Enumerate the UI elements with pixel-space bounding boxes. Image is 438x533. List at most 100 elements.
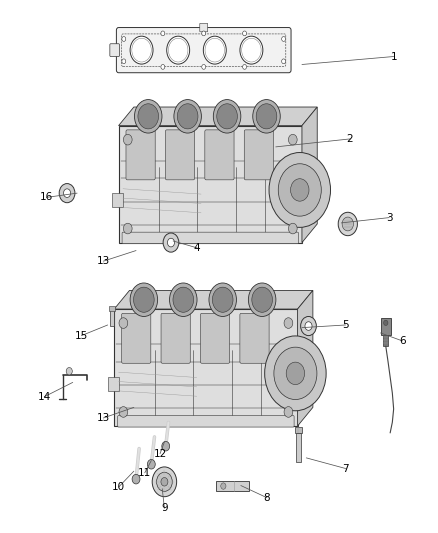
Bar xyxy=(109,306,115,311)
FancyBboxPatch shape xyxy=(117,28,291,72)
Text: 16: 16 xyxy=(40,192,53,203)
Circle shape xyxy=(221,483,226,489)
Bar xyxy=(119,126,302,243)
Circle shape xyxy=(213,100,241,133)
Circle shape xyxy=(161,64,165,69)
Circle shape xyxy=(217,104,237,129)
Circle shape xyxy=(212,287,233,312)
Circle shape xyxy=(274,347,317,400)
Text: 5: 5 xyxy=(343,320,349,330)
Text: 4: 4 xyxy=(194,243,201,253)
Circle shape xyxy=(278,164,321,216)
Bar xyxy=(110,310,114,326)
FancyBboxPatch shape xyxy=(240,313,269,364)
FancyBboxPatch shape xyxy=(166,130,194,180)
Text: 15: 15 xyxy=(75,330,88,341)
Circle shape xyxy=(300,317,316,336)
Polygon shape xyxy=(114,290,313,309)
Text: 11: 11 xyxy=(138,468,152,478)
Circle shape xyxy=(342,217,353,231)
Circle shape xyxy=(167,238,174,247)
Text: 8: 8 xyxy=(264,492,270,503)
FancyBboxPatch shape xyxy=(205,130,234,180)
Circle shape xyxy=(288,134,297,145)
Circle shape xyxy=(256,104,277,129)
Circle shape xyxy=(248,283,276,317)
Circle shape xyxy=(269,152,331,228)
Polygon shape xyxy=(297,290,313,426)
Bar xyxy=(296,433,300,462)
Polygon shape xyxy=(108,377,119,391)
Circle shape xyxy=(174,100,201,133)
FancyBboxPatch shape xyxy=(118,416,294,427)
Circle shape xyxy=(134,100,162,133)
Text: 12: 12 xyxy=(153,449,167,458)
Text: 3: 3 xyxy=(386,213,392,223)
FancyBboxPatch shape xyxy=(200,23,208,32)
Text: 14: 14 xyxy=(38,392,51,402)
Text: 10: 10 xyxy=(112,482,125,492)
Circle shape xyxy=(205,38,225,62)
Circle shape xyxy=(152,467,177,497)
Bar xyxy=(381,318,391,335)
FancyBboxPatch shape xyxy=(110,44,120,56)
Bar xyxy=(295,426,302,433)
Circle shape xyxy=(156,472,172,491)
Text: 7: 7 xyxy=(343,464,349,473)
Text: 2: 2 xyxy=(346,134,353,144)
FancyBboxPatch shape xyxy=(161,313,190,364)
Circle shape xyxy=(119,407,128,417)
Circle shape xyxy=(138,104,159,129)
Circle shape xyxy=(202,31,206,36)
Polygon shape xyxy=(119,107,317,126)
Circle shape xyxy=(130,36,153,64)
Bar xyxy=(215,481,249,491)
Circle shape xyxy=(119,318,128,328)
Circle shape xyxy=(338,212,357,236)
Circle shape xyxy=(286,362,304,385)
Polygon shape xyxy=(112,193,123,207)
FancyBboxPatch shape xyxy=(122,232,298,244)
Circle shape xyxy=(243,64,247,69)
Circle shape xyxy=(124,134,132,145)
Circle shape xyxy=(305,322,312,330)
Bar xyxy=(114,309,297,426)
Circle shape xyxy=(134,287,154,312)
FancyBboxPatch shape xyxy=(126,130,155,180)
Text: 13: 13 xyxy=(97,413,110,423)
Circle shape xyxy=(132,474,140,484)
Circle shape xyxy=(66,368,72,375)
Circle shape xyxy=(284,407,293,417)
Circle shape xyxy=(242,38,261,62)
Circle shape xyxy=(290,179,309,201)
Circle shape xyxy=(130,283,158,317)
Circle shape xyxy=(284,318,293,328)
Circle shape xyxy=(170,283,197,317)
Circle shape xyxy=(59,183,75,203)
Circle shape xyxy=(148,459,155,469)
Circle shape xyxy=(167,36,190,64)
Circle shape xyxy=(177,104,198,129)
Circle shape xyxy=(132,38,151,62)
Text: 9: 9 xyxy=(161,503,168,513)
Circle shape xyxy=(253,100,280,133)
Circle shape xyxy=(122,37,126,42)
Text: 6: 6 xyxy=(399,336,406,346)
Circle shape xyxy=(163,233,179,252)
Circle shape xyxy=(64,189,71,197)
Circle shape xyxy=(265,336,326,411)
Circle shape xyxy=(203,36,226,64)
Circle shape xyxy=(169,38,188,62)
Circle shape xyxy=(243,31,247,36)
Polygon shape xyxy=(302,107,317,243)
FancyBboxPatch shape xyxy=(244,130,273,180)
FancyBboxPatch shape xyxy=(122,313,151,364)
Circle shape xyxy=(202,64,206,69)
Circle shape xyxy=(209,283,237,317)
Bar xyxy=(383,335,389,346)
Circle shape xyxy=(173,287,194,312)
Circle shape xyxy=(282,37,286,42)
Circle shape xyxy=(288,223,297,234)
Text: 13: 13 xyxy=(97,256,110,266)
Circle shape xyxy=(122,59,126,63)
